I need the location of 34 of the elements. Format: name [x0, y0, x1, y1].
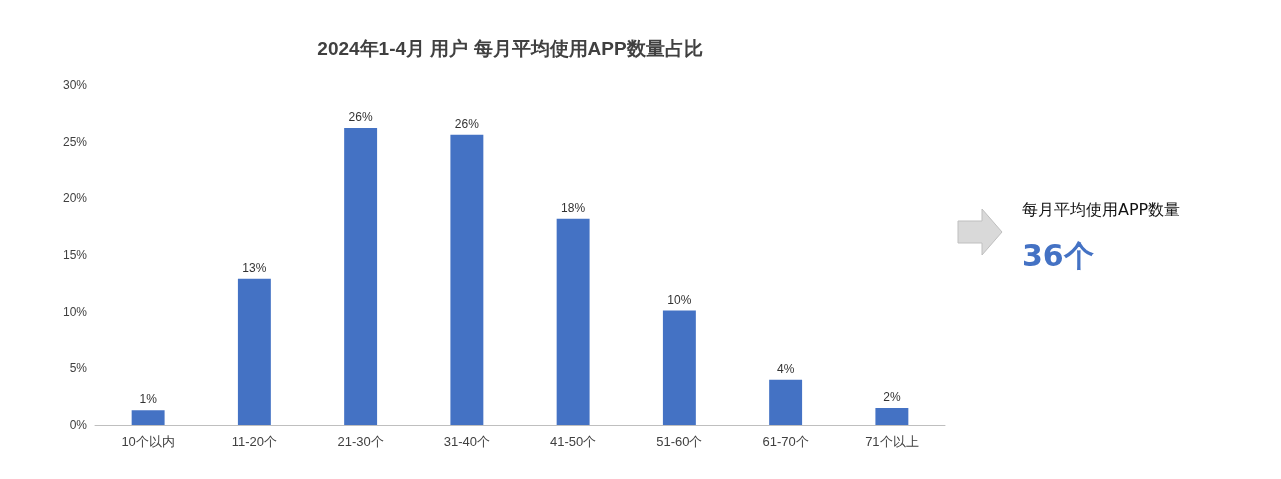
x-tick-label: 31-40个 — [443, 434, 490, 449]
data-label: 18% — [561, 200, 586, 215]
data-label: 26% — [348, 110, 373, 125]
bar — [450, 134, 484, 425]
bar — [556, 218, 590, 425]
bar — [237, 278, 271, 425]
y-tick-label: 20% — [62, 191, 88, 206]
data-label: 13% — [242, 260, 267, 275]
x-tick-label: 11-20个 — [231, 434, 278, 449]
bar — [344, 128, 378, 425]
y-tick-label: 0% — [69, 418, 88, 432]
x-tick-label: 51-60个 — [656, 434, 703, 449]
text: 每月平均使用APP数量 — [1022, 200, 1181, 221]
data-label: 2% — [883, 390, 901, 404]
data-label: 1% — [139, 392, 158, 407]
x-tick-label: 41-50个 — [550, 434, 597, 449]
data-label: 10% — [667, 292, 692, 307]
data-label: 4% — [776, 361, 795, 376]
text: 36个 — [1022, 237, 1094, 275]
bar — [662, 310, 696, 425]
y-tick-label: 30% — [62, 78, 88, 92]
x-tick-label: 10个以内 — [121, 434, 175, 449]
x-tick-label: 21-30个 — [337, 434, 384, 449]
bar — [875, 408, 909, 425]
y-tick-label: 10% — [62, 304, 88, 319]
data-label: 26% — [454, 116, 480, 131]
y-tick-label: 25% — [62, 134, 88, 149]
bar — [769, 379, 803, 425]
bar — [131, 410, 165, 425]
x-tick-label: 71个以上 — [865, 434, 919, 449]
y-tick-label: 15% — [62, 248, 88, 262]
chart-title: 2024年1-4月 用户 每月平均使用APP数量占比 — [317, 38, 703, 59]
y-tick-label: 5% — [69, 361, 88, 376]
x-tick-label: 61-70个 — [762, 434, 809, 449]
